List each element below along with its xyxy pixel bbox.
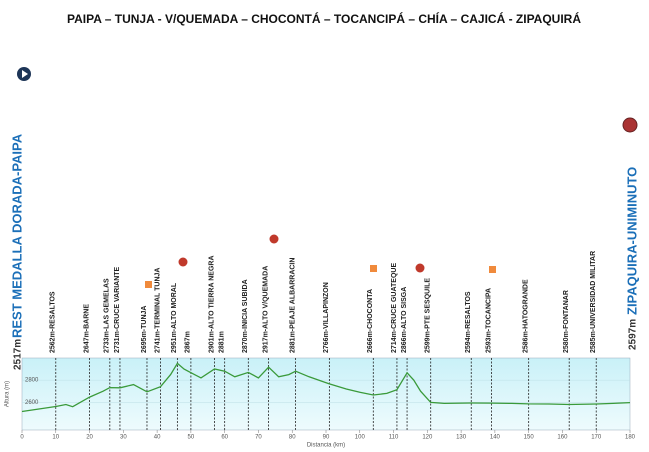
x-tick-label: 120 bbox=[422, 435, 433, 441]
x-tick-label: 150 bbox=[524, 435, 535, 441]
x-tick-label: 180 bbox=[625, 435, 636, 441]
waypoint-label: 2695m-TUNJA bbox=[141, 306, 148, 353]
start-altitude: 2517m bbox=[13, 339, 24, 370]
waypoint-label: 2881m-PEAJE ALBARRACIN bbox=[289, 258, 296, 353]
x-tick-label: 160 bbox=[557, 435, 568, 441]
x-axis-label: Distancia (km) bbox=[307, 443, 345, 449]
waypoint-label: 2731m-CRUCE VARIANTE bbox=[114, 266, 121, 353]
start-icon-arrow bbox=[22, 70, 28, 78]
waypoint-label: 2867m bbox=[185, 331, 192, 353]
waypoint-label: 2766m-VILLAPINZON bbox=[323, 282, 330, 353]
x-tick-label: 30 bbox=[120, 435, 127, 441]
y-tick-label: 2600 bbox=[25, 400, 39, 406]
x-tick-label: 170 bbox=[591, 435, 602, 441]
waypoint-label: 2586m-HATOGRANDE bbox=[523, 279, 530, 353]
end-icon bbox=[622, 117, 638, 133]
waypoint-label: 2647m-BARNE bbox=[83, 304, 90, 353]
waypoint-label: 2881m bbox=[219, 331, 226, 353]
chart-title: PAIPA – TUNJA - V/QUEMADA – CHOCONTÁ – T… bbox=[67, 11, 581, 26]
waypoint-label: 2666m-CHOCONTA bbox=[367, 289, 374, 353]
x-tick-label: 10 bbox=[52, 435, 59, 441]
waypoint-label: 2594m-RESALTOS bbox=[465, 291, 472, 353]
y-axis-label: Altura (m) bbox=[5, 381, 11, 407]
icon-climb bbox=[269, 234, 279, 244]
x-tick-label: 80 bbox=[289, 435, 296, 441]
icon-climb bbox=[415, 263, 425, 273]
waypoint-label: 2599m-PTE SESQUILE bbox=[425, 278, 432, 353]
x-tick-label: 60 bbox=[221, 435, 228, 441]
waypoint-label: 2951m-ALTO MORAL bbox=[171, 282, 178, 353]
waypoint-label: 2585m-UNIVERSIDAD MILITAR bbox=[590, 251, 597, 353]
icon-food bbox=[370, 265, 377, 272]
x-tick-label: 110 bbox=[389, 435, 399, 441]
waypoint-label: 2866m-ALTO SISGA bbox=[401, 287, 408, 353]
x-tick-label: 130 bbox=[456, 435, 467, 441]
waypoint-label: 2562m-RESALTOS bbox=[50, 291, 57, 353]
waypoint-label: 2580m-FONTANAR bbox=[563, 290, 570, 353]
waypoint-label: 2741m-TERMINAL TUNJA bbox=[154, 268, 161, 353]
waypoint-label: 2870m-INICIA SUBIDA bbox=[242, 279, 249, 353]
waypoint-label: 2593m-TOCANCIPA bbox=[485, 288, 492, 353]
elevation-line bbox=[21, 362, 631, 413]
icon-climb bbox=[178, 257, 188, 267]
icon-food bbox=[489, 266, 496, 273]
start-label: REST MEDALLA DORADA-PAIPA bbox=[9, 133, 24, 338]
x-tick-label: 0 bbox=[20, 435, 24, 441]
x-tick-label: 50 bbox=[188, 435, 195, 441]
waypoint-label: 2714m-CRUCE GUATEQUE bbox=[391, 263, 398, 353]
x-tick-label: 90 bbox=[323, 435, 330, 441]
x-tick-label: 70 bbox=[255, 435, 262, 441]
waypoint-label: 2917m-ALTO V/QUEMADA bbox=[262, 266, 269, 353]
y-tick-label: 2800 bbox=[25, 378, 39, 384]
waypoint-label: 2733m-LAS GEMELAS bbox=[104, 278, 111, 353]
waypoint-label: 2901m-ALTO TIERRA NEGRA bbox=[208, 256, 215, 354]
plot-area bbox=[21, 357, 631, 431]
x-tick-label: 100 bbox=[355, 435, 366, 441]
x-tick-label: 40 bbox=[154, 435, 161, 441]
end-label: ZIPAQUIRA-UNIMINUTO bbox=[624, 167, 639, 315]
icon-food bbox=[145, 281, 152, 288]
end-altitude: 2597m bbox=[628, 319, 639, 350]
x-tick-label: 140 bbox=[490, 435, 501, 441]
x-tick-label: 20 bbox=[86, 435, 93, 441]
